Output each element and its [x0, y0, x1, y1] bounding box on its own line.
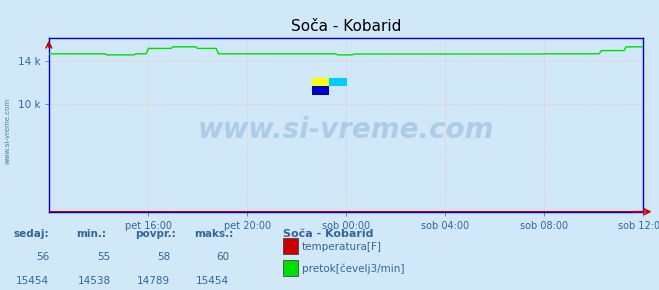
Text: www.si-vreme.com: www.si-vreme.com: [198, 116, 494, 144]
Text: 55: 55: [98, 252, 111, 262]
Text: 58: 58: [157, 252, 170, 262]
Text: 56: 56: [36, 252, 49, 262]
Text: 15454: 15454: [16, 276, 49, 285]
Bar: [312, 78, 330, 86]
Text: sedaj:: sedaj:: [13, 229, 49, 239]
Text: 60: 60: [216, 252, 229, 262]
Text: temperatura[F]: temperatura[F]: [302, 242, 382, 251]
Text: min.:: min.:: [76, 229, 106, 239]
Text: Soča - Kobarid: Soča - Kobarid: [283, 229, 374, 239]
Text: 15454: 15454: [196, 276, 229, 285]
Title: Soča - Kobarid: Soča - Kobarid: [291, 19, 401, 34]
Text: maks.:: maks.:: [194, 229, 234, 239]
Text: pretok[čevelj3/min]: pretok[čevelj3/min]: [302, 263, 405, 273]
Bar: [330, 78, 347, 86]
Text: 14789: 14789: [137, 276, 170, 285]
Text: www.si-vreme.com: www.si-vreme.com: [5, 97, 11, 164]
Text: 14538: 14538: [78, 276, 111, 285]
Text: povpr.:: povpr.:: [135, 229, 176, 239]
Bar: [312, 86, 330, 95]
